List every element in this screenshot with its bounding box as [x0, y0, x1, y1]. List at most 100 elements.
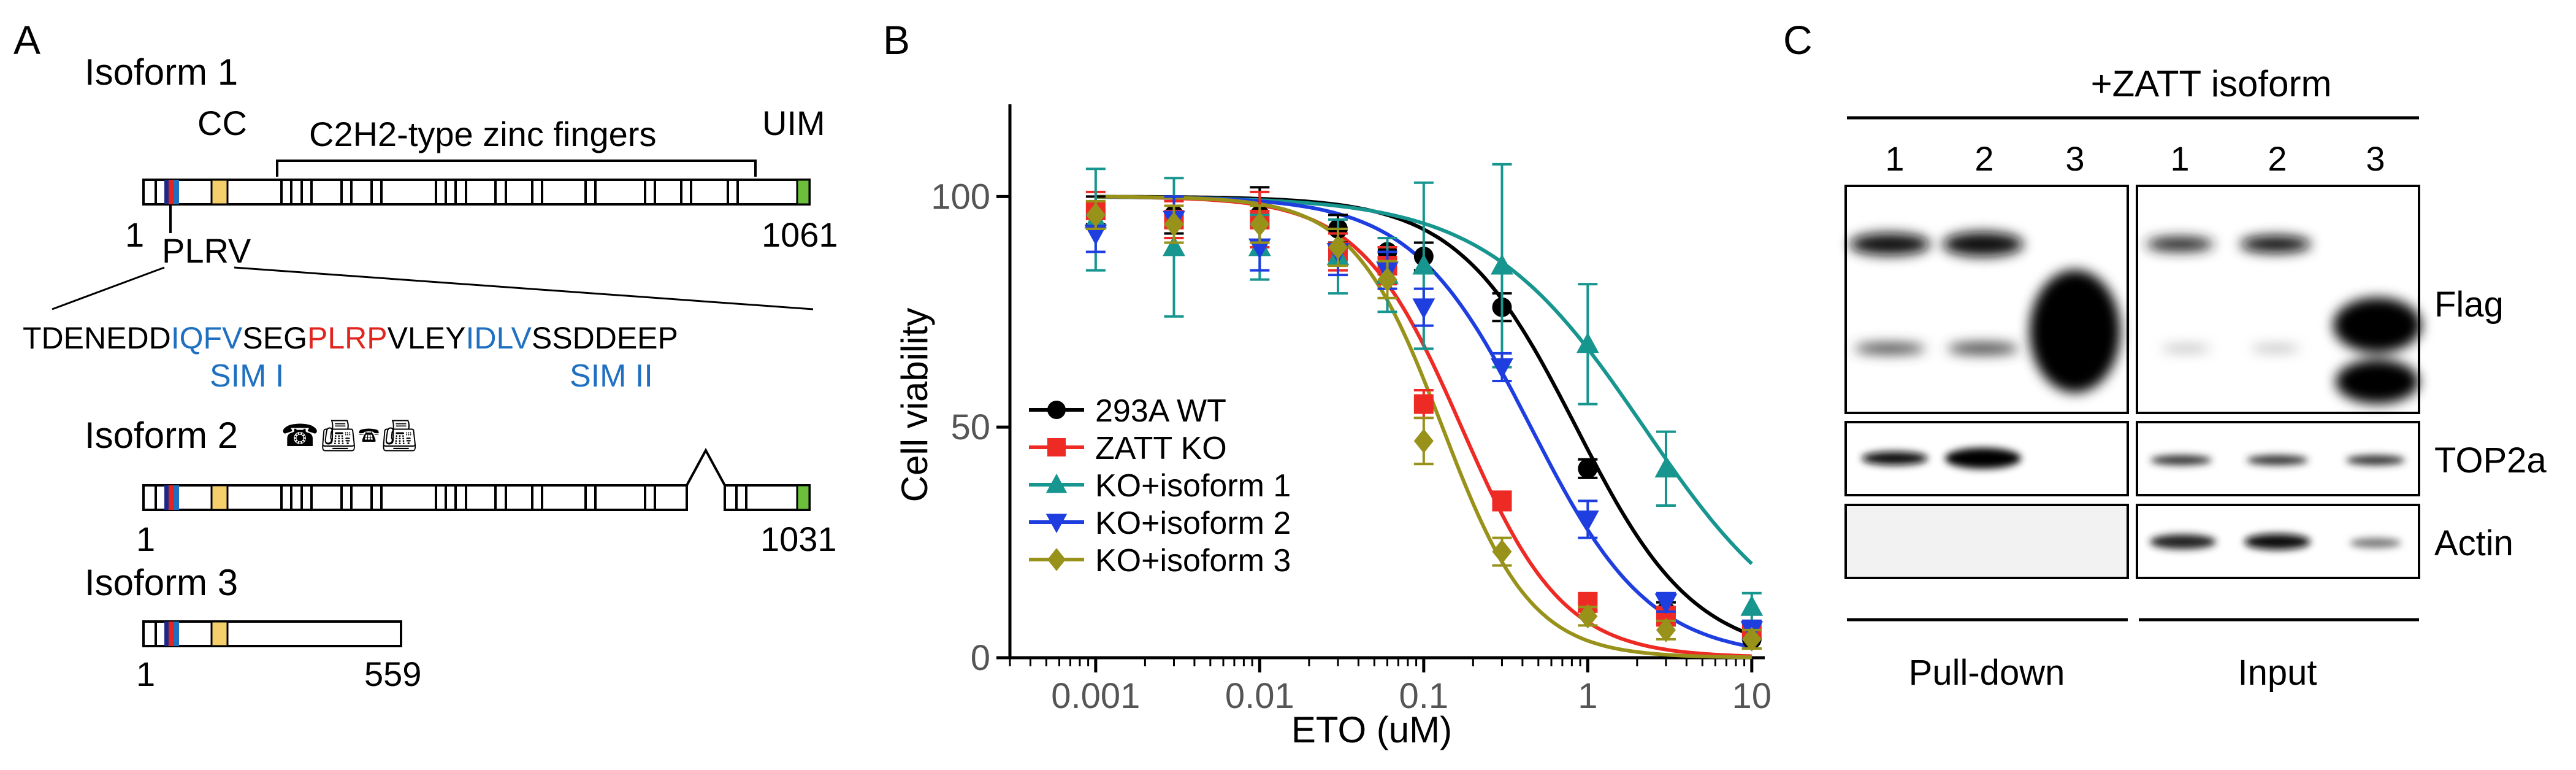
isoform1-start: 1	[125, 215, 144, 254]
sim1-label: SIM I	[210, 358, 284, 394]
flag-row: Flag	[1844, 185, 2504, 414]
actin-row: Actin	[1844, 504, 2513, 579]
seq-sim2: IDLV	[465, 321, 532, 355]
isoform1-title: Isoform 1	[85, 52, 238, 93]
data-point	[1328, 235, 1348, 260]
panel-a: A Isoform 1 CC C2H2-type zinc fingers UI…	[13, 17, 838, 693]
panel-c-label: C	[1783, 17, 1813, 63]
uim-label: UIM	[762, 104, 825, 142]
x-tick-label: 10	[1732, 676, 1772, 716]
seq-part-3: SEG	[242, 321, 307, 355]
sim2-label: SIM II	[570, 358, 653, 394]
data-point	[1412, 253, 1435, 275]
data-point	[1163, 235, 1185, 256]
plrv-label: PLRV	[162, 231, 251, 270]
data-point	[1654, 593, 1678, 614]
data-point	[1656, 617, 1676, 642]
isoform2-splice-gap	[686, 447, 726, 486]
legend-label: KO+isoform 2	[1095, 506, 1291, 541]
seq-part-7: SSDDEEP	[532, 321, 678, 355]
flag-label: Flag	[2434, 285, 2504, 325]
legend-label: 293A WT	[1095, 393, 1226, 429]
y-tick-label: 0	[971, 638, 990, 678]
data-point	[1164, 212, 1184, 237]
zoom-line-left	[52, 266, 165, 310]
flag-input-bands	[2146, 236, 2421, 404]
actin-input-bands	[2150, 534, 2401, 550]
y-tick-label: 100	[931, 177, 990, 217]
sequence-line: TDENEDDIQFVSEGPLRPVLEYIDLVSSDDEEP	[23, 321, 678, 355]
isoform1-protein-bar	[142, 179, 811, 206]
data-point	[1492, 491, 1512, 511]
pulldown-lane-2: 2	[1974, 139, 1993, 178]
zoom-line-right	[234, 266, 814, 310]
isoform2-plrp-mark	[169, 485, 174, 510]
isoform2-start: 1	[136, 520, 155, 558]
y-tick-label: 50	[950, 407, 990, 447]
blot-header: +ZATT isoform	[2091, 63, 2332, 104]
isoform3-plrp-mark	[169, 622, 174, 646]
data-point	[1412, 298, 1435, 319]
panel-b: B Cell viability ETO (uM) 0 50 100 0.001 0.0…	[883, 17, 1771, 750]
data-point	[1413, 428, 1434, 453]
legend-marker	[1045, 514, 1068, 533]
seq-part-5: VLEY	[388, 321, 466, 355]
isoform3-title: Isoform 3	[85, 562, 238, 603]
pulldown-label: Pull-down	[1909, 653, 2065, 693]
seq-plrp: PLRP	[307, 321, 388, 355]
legend-label: ZATT KO	[1095, 431, 1227, 466]
x-tick-label: 1	[1578, 676, 1597, 716]
panel-a-label: A	[13, 17, 40, 63]
input-lane-2: 2	[2268, 139, 2287, 178]
data-point	[1492, 539, 1512, 564]
legend-marker	[1045, 474, 1068, 493]
isoform3-cc-domain	[210, 620, 229, 647]
isoform3-end: 559	[364, 655, 421, 693]
isoform2-title: Isoform 2	[85, 415, 238, 456]
fit-curve	[1095, 194, 1752, 660]
isoform1-zinc-finger-marks	[155, 180, 739, 204]
isoform3-start: 1	[136, 655, 155, 693]
legend-marker	[1047, 438, 1066, 456]
isoform2-protein-bar-right	[724, 484, 811, 511]
input-lane-3: 3	[2366, 139, 2385, 178]
x-tick-label: 0.001	[1051, 676, 1140, 716]
data-point	[1491, 253, 1513, 275]
x-tick-label: 0.01	[1225, 676, 1294, 716]
top2a-label: TOP2a	[2434, 441, 2547, 480]
top2a-row: TOP2a	[1844, 421, 2547, 496]
input-label: Input	[2238, 653, 2317, 693]
x-axis-title: ETO (uM)	[1291, 709, 1452, 750]
data-point	[1576, 510, 1599, 531]
x-tick-label: 0.1	[1399, 676, 1449, 716]
isoform3-sim2-mark	[174, 622, 179, 646]
isoform2-cc-domain	[210, 484, 229, 511]
data-point	[1654, 456, 1678, 478]
data-point	[1740, 595, 1764, 616]
pulldown-lane-3: 3	[2065, 139, 2084, 178]
top2a-input-bands	[2150, 455, 2405, 465]
seq-part-1: TDENEDD	[23, 321, 171, 355]
legend-marker	[1047, 401, 1066, 419]
data-point	[1250, 212, 1270, 237]
panel-c: C +ZATT isoform 1 2 3 1 2 3	[1783, 17, 2547, 693]
y-axis-title: Cell viability	[894, 308, 935, 502]
input-lane-1: 1	[2170, 139, 2189, 178]
top2a-pulldown-bands	[1862, 448, 2021, 469]
seq-sim1: IQFV	[171, 321, 243, 355]
data-point	[1491, 358, 1513, 379]
zinc-finger-label: C2H2-type zinc fingers	[309, 115, 656, 153]
legend-label: KO+isoform 3	[1095, 543, 1291, 579]
isoform2-sim2-mark	[174, 485, 179, 510]
isoform1-plrp-mark	[169, 180, 174, 204]
isoform3-protein-bar	[142, 620, 402, 647]
flag-pulldown-bands	[1849, 232, 2120, 393]
isoform2-end: 1031	[760, 520, 837, 558]
isoform1-uim-domain	[796, 179, 811, 206]
isoform2-decorative-glyphs: ☎︎📠︎🕿︎📠︎	[281, 418, 419, 453]
cc-domain-label: CC	[197, 104, 247, 142]
actin-label: Actin	[2434, 523, 2513, 563]
data-point	[1741, 626, 1762, 652]
